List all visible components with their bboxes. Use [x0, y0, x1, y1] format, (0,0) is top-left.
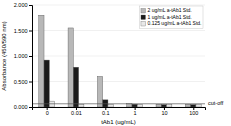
- legend-label: 1 ug/mL a-tAb1 Std.: [147, 14, 191, 20]
- chart: cut-off 0 0.01 0.1 1 10 100 0.000 0.500 1.000 1.50…: [0, 0, 231, 126]
- bar: [108, 105, 113, 107]
- y-tick-mark: [29, 56, 32, 57]
- bar: [79, 104, 84, 107]
- y-tick-mark: [29, 107, 32, 108]
- y-tick: 0.000: [14, 104, 32, 110]
- y-tick-mark: [29, 5, 32, 6]
- y-tick-label: 0.000: [14, 104, 28, 110]
- x-tick: 0.01: [71, 107, 82, 116]
- bar: [156, 104, 161, 107]
- reference-line: [32, 103, 205, 104]
- y-tick-label: 2.000: [14, 2, 28, 8]
- legend-box: [139, 6, 203, 29]
- x-axis: 0 0.01 0.1 1 10 100: [33, 107, 206, 116]
- y-axis-title: Absorbance (450/590 nm): [1, 21, 7, 90]
- y-tick-label: 0.500: [14, 79, 28, 85]
- x-tick-label: 100: [189, 110, 198, 116]
- bar: [137, 105, 142, 107]
- bar: [68, 28, 73, 107]
- legend-label: 2 ug/mL a-tAb1 Std.: [147, 7, 191, 13]
- bar: [127, 104, 132, 107]
- annotation: cut-off: [208, 100, 224, 106]
- legend: 2 ug/mL a-tAb1 Std.1 ug/mL a-tAb1 Std.0.…: [139, 6, 203, 29]
- x-tick: 100: [189, 107, 198, 116]
- grid-line: [32, 56, 205, 57]
- x-tick: 1: [134, 107, 137, 116]
- x-tick: 0: [46, 107, 49, 116]
- y-tick-label: 1.500: [14, 28, 28, 34]
- series: [39, 15, 191, 107]
- plot: cut-off 0 0.01 0.1 1 10 100 0.000 0.500 1.000 1.50…: [1, 2, 224, 125]
- y-tick: 1.000: [14, 53, 32, 59]
- bar: [167, 105, 172, 107]
- bar: [185, 104, 190, 107]
- y-axis-line: [29, 6, 33, 108]
- x-tick-label: 0.01: [71, 110, 82, 116]
- grid-line: [32, 81, 205, 82]
- legend-swatch: [141, 9, 146, 14]
- y-tick: 2.000: [14, 2, 32, 8]
- bar: [191, 105, 196, 107]
- bar: [73, 67, 78, 107]
- bar: [103, 100, 108, 107]
- bar: [44, 60, 49, 107]
- x-axis-line: [33, 108, 206, 111]
- bar: [196, 105, 201, 107]
- marks: [32, 15, 205, 107]
- x-tick-label: 1: [134, 110, 137, 116]
- grid: [32, 5, 205, 107]
- bar: [39, 15, 44, 107]
- x-tick: 0.1: [102, 107, 110, 116]
- y-tick: 1.500: [14, 28, 32, 34]
- x-tick-label: 0.1: [102, 110, 110, 116]
- x-tick: 10: [161, 107, 167, 116]
- y-axis: 0.000 0.500 1.000 1.500 2.000: [14, 2, 33, 110]
- grid-line: [32, 5, 205, 6]
- y-tick-mark: [29, 82, 32, 83]
- legend-swatch: [141, 22, 146, 27]
- grid-line: [32, 30, 205, 31]
- x-tick-label: 0: [46, 110, 49, 116]
- bar: [161, 105, 166, 107]
- legend-swatch: [141, 15, 146, 20]
- y-tick: 0.500: [14, 79, 32, 85]
- x-tick-label: 10: [161, 110, 167, 116]
- bar: [97, 76, 102, 107]
- legend-label: 0.125 ug/mL a-tAb1 Std.: [147, 20, 201, 26]
- y-tick-label: 1.000: [14, 53, 28, 59]
- x-axis-title: tAb1 (ug/mL): [101, 119, 136, 125]
- bar: [132, 104, 137, 107]
- series: [44, 60, 196, 107]
- y-tick-mark: [29, 31, 32, 32]
